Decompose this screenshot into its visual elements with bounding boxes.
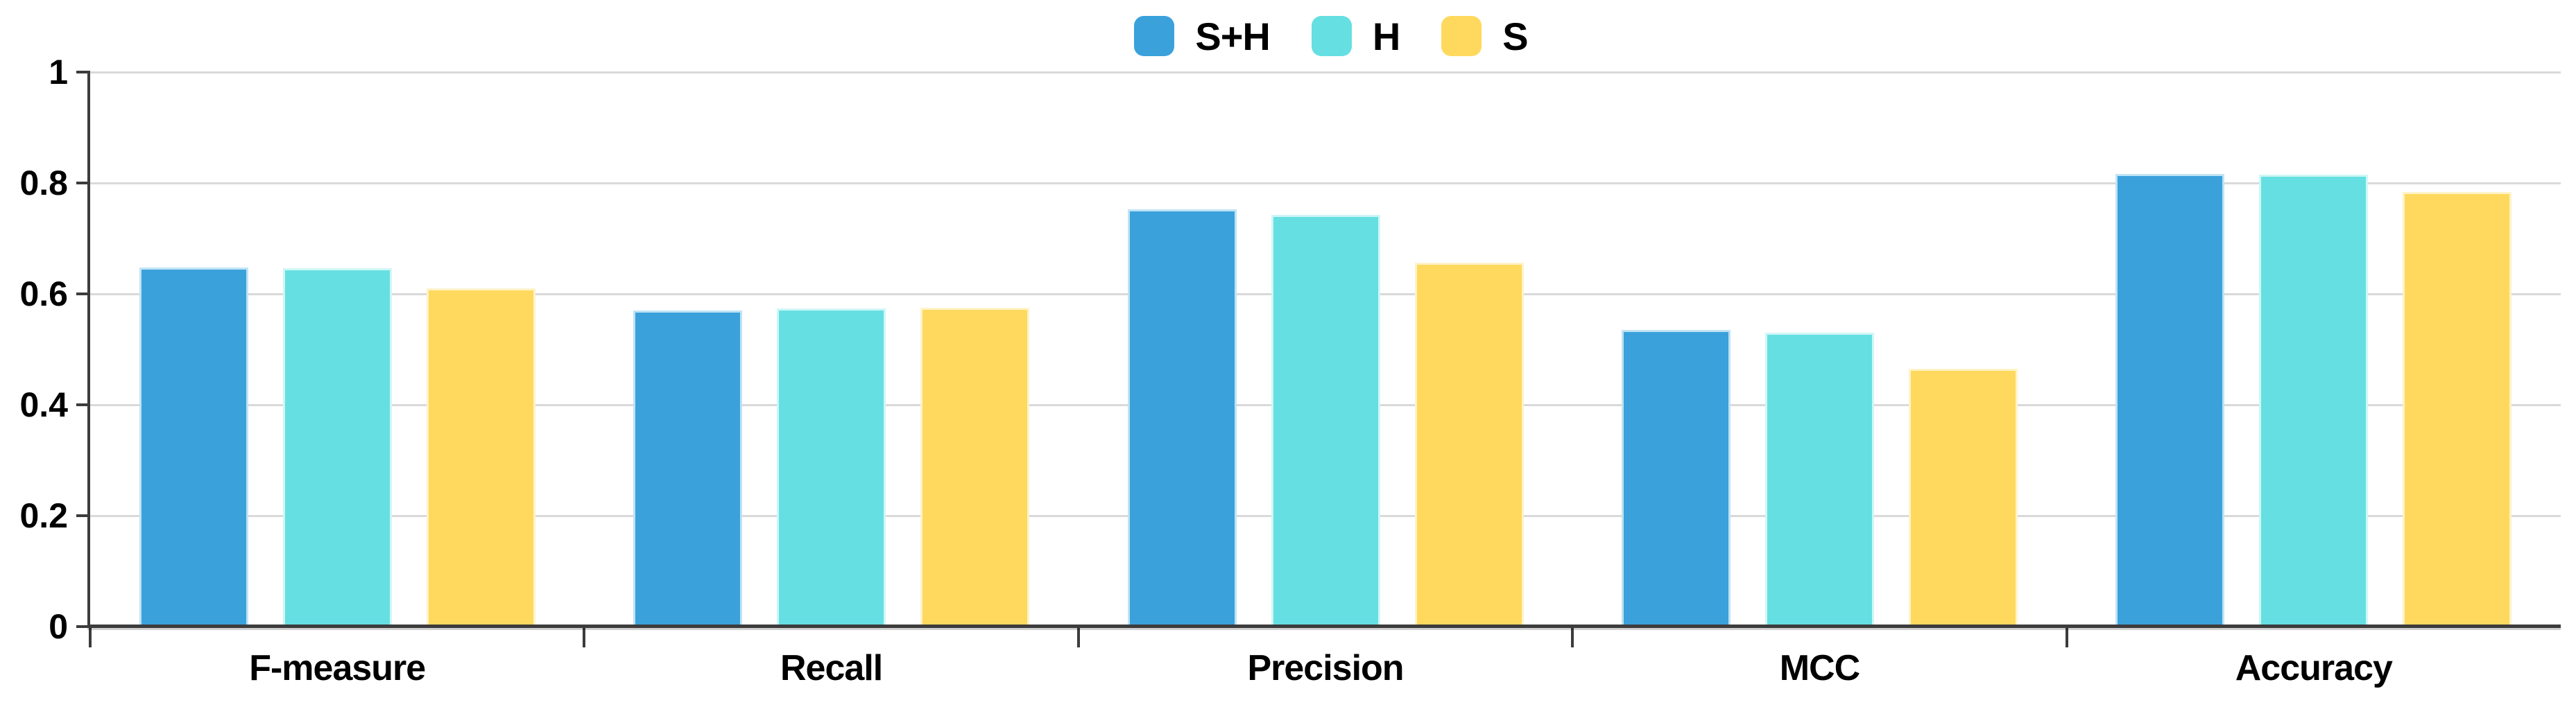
bar-h-precision	[1271, 215, 1380, 627]
legend-label: H	[1372, 14, 1400, 58]
plot-area: 0 0.2 0.4 0.6 0.8 1	[19, 53, 2561, 647]
bar-s-mcc	[1908, 369, 2018, 627]
legend-item-s-h: S+H	[1134, 14, 1271, 59]
gridline-0.8	[90, 182, 2561, 184]
legend-swatch-s-h	[1134, 16, 1175, 56]
bar-h-accuracy	[2259, 175, 2369, 627]
y-tick-0.6	[76, 293, 87, 295]
bar-s-h-mcc	[1621, 330, 1731, 627]
bar-group-precision	[1079, 72, 1572, 627]
y-tick-label-1: 1	[49, 53, 68, 91]
legend: S+H H S	[43, 14, 2576, 58]
bar-s-recall	[920, 308, 1030, 627]
category-label-recall: Recall	[780, 648, 883, 688]
x-tick-boundary-0	[89, 628, 92, 647]
y-tick-0.8	[76, 182, 87, 184]
category-label-mcc: MCC	[1779, 648, 1860, 688]
bar-s-precision	[1414, 263, 1524, 627]
bar-s-h-precision	[1127, 209, 1237, 627]
bar-h-f-measure	[282, 268, 392, 627]
bar-h-mcc	[1764, 333, 1874, 627]
bar-s-accuracy	[2403, 192, 2512, 627]
x-axis-line	[87, 625, 2561, 628]
legend-label: S	[1502, 14, 1528, 58]
legend-item-h: H	[1311, 14, 1400, 59]
category-label-accuracy: Accuracy	[2235, 648, 2393, 688]
bar-group-accuracy	[2067, 72, 2561, 627]
bar-s-f-measure	[426, 288, 535, 627]
y-tick-0	[76, 625, 87, 628]
category-label-precision: Precision	[1247, 648, 1404, 688]
y-tick-label-0.4: 0.4	[19, 385, 68, 424]
bar-s-h-accuracy	[2115, 174, 2225, 627]
bar-s-h-recall	[633, 311, 743, 627]
bar-h-recall	[777, 308, 886, 627]
bar-group-recall	[584, 72, 1078, 627]
y-axis-line	[87, 71, 90, 628]
category-label-f-measure: F-measure	[249, 648, 426, 688]
legend-swatch-h	[1311, 16, 1352, 56]
bars-layer	[90, 72, 2561, 627]
legend-label: S+H	[1195, 14, 1270, 58]
y-tick-1	[76, 71, 87, 73]
x-tick-boundary-4	[2065, 628, 2068, 647]
bar-s-h-f-measure	[139, 268, 248, 627]
x-tick-boundary-1	[583, 628, 586, 647]
bar-group-f-measure	[90, 72, 584, 627]
gridline-1	[90, 71, 2561, 73]
category-labels-row: F-measure Recall Precision MCC Accuracy	[90, 647, 2561, 689]
x-tick-boundary-3	[1571, 628, 1574, 647]
x-tick-boundary-2	[1076, 628, 1080, 647]
bar-group-mcc	[1572, 72, 2066, 627]
legend-item-s: S	[1441, 14, 1529, 59]
y-tick-label-0.6: 0.6	[19, 274, 68, 313]
y-tick-label-0: 0	[49, 607, 68, 646]
y-tick-label-0.2: 0.2	[19, 496, 68, 535]
legend-swatch-s	[1441, 16, 1482, 56]
y-tick-0.4	[76, 403, 87, 406]
y-tick-label-0.8: 0.8	[19, 164, 68, 202]
y-tick-0.2	[76, 514, 87, 517]
